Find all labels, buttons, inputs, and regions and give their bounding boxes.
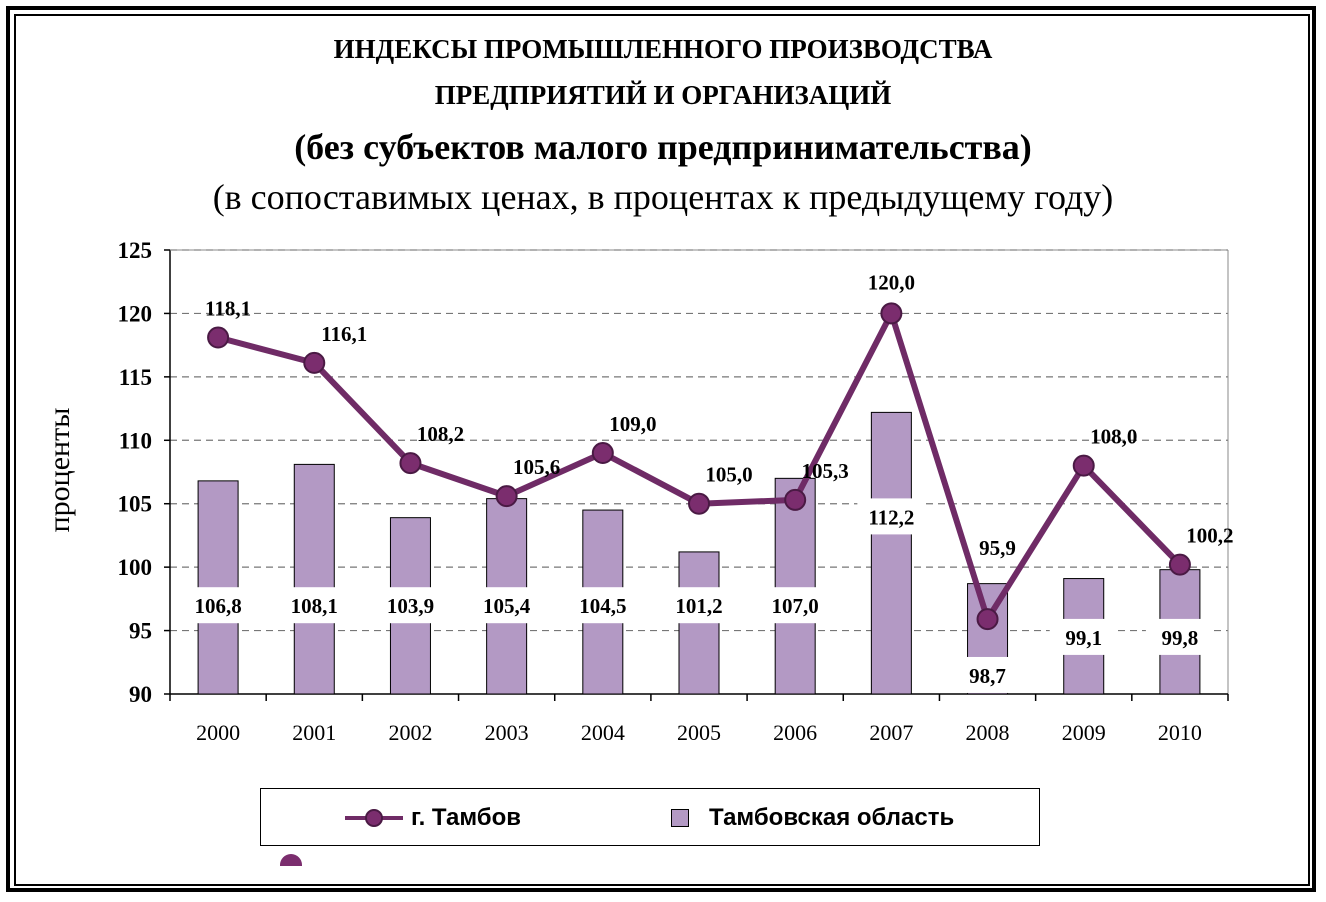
chart-subtitle: (без субъектов малого предпринимательств…	[294, 127, 1032, 167]
region-bar	[870, 411, 912, 695]
city-point-value-label: 108,2	[417, 422, 464, 446]
region-bar-value-label: 98,7	[969, 664, 1006, 688]
y-tick-label: 115	[119, 365, 152, 390]
city-point-value-label: 105,0	[705, 463, 752, 487]
bar-label-bg	[761, 587, 830, 624]
city-series-point	[207, 326, 230, 349]
bar-label-bg	[568, 587, 637, 624]
chart-title-line-1: ИНДЕКСЫ ПРОМЫШЛЕННОГО ПРОИЗВОДСТВА	[333, 34, 993, 64]
x-tick-label: 2005	[677, 720, 721, 745]
bar-label-bg	[665, 587, 733, 624]
bar-label-bg	[184, 587, 253, 624]
x-tick-label: 2007	[869, 720, 913, 745]
city-point-value-label: 108,0	[1090, 425, 1137, 449]
region-bar-value-label: 107,0	[772, 594, 819, 618]
region-bar	[293, 463, 335, 695]
city-point-value-label: 95,9	[979, 536, 1016, 560]
x-tick-label: 2008	[966, 720, 1010, 745]
bar-label-bg	[472, 587, 541, 624]
legend-dot-swatch	[365, 809, 383, 827]
x-tick-label: 2009	[1062, 720, 1106, 745]
city-series-point	[591, 441, 614, 464]
inner-frame	[14, 14, 1310, 886]
region-bar-value-label: 104,5	[579, 594, 626, 618]
y-tick-label: 120	[118, 301, 153, 326]
legend-bar-swatch-icon	[671, 809, 689, 827]
city-point-value-label: 105,3	[802, 459, 849, 483]
y-tick-label: 100	[118, 555, 153, 580]
city-series-point	[1072, 454, 1095, 477]
y-tick-label: 105	[118, 492, 153, 517]
legend-line-marker-icon	[345, 806, 403, 830]
region-bar-value-label: 108,1	[291, 594, 338, 618]
bar-label-bg	[953, 656, 1022, 693]
bar-label-bg	[1145, 618, 1214, 655]
region-bar	[774, 477, 816, 695]
stray-marker-fragment	[280, 854, 302, 866]
y-tick-label: 95	[129, 619, 152, 644]
region-bar-value-label: 106,8	[194, 594, 241, 618]
city-series-point	[399, 452, 422, 475]
city-point-value-label: 109,0	[609, 412, 656, 436]
y-tick-label: 125	[118, 238, 153, 263]
bar-label-bg	[376, 587, 445, 624]
city-series-point	[1168, 553, 1191, 576]
city-point-value-label: 100,2	[1186, 524, 1233, 548]
x-tick-label: 2010	[1158, 720, 1202, 745]
x-tick-label: 2002	[388, 720, 432, 745]
legend-item-tambov-city: г. Тамбов	[345, 789, 521, 847]
region-bar-value-label: 112,2	[868, 505, 914, 529]
region-bar-value-label: 99,8	[1162, 626, 1199, 650]
x-tick-label: 2006	[773, 720, 817, 745]
x-tick-label: 2000	[196, 720, 240, 745]
outer-frame	[6, 6, 1316, 892]
legend-label-tambov-region: Тамбовская область	[709, 804, 955, 831]
x-tick-label: 2004	[581, 720, 625, 745]
bar-label-bg	[857, 498, 926, 535]
city-point-value-label: 105,6	[513, 455, 560, 479]
region-bar-value-label: 103,9	[387, 594, 434, 618]
bar-label-bg	[1049, 618, 1118, 655]
city-series-point	[688, 492, 710, 515]
city-point-value-label: 118,1	[205, 297, 251, 321]
region-bar-value-label: 105,4	[483, 594, 531, 618]
y-tick-label: 110	[119, 428, 152, 453]
region-bar-value-label: 101,2	[675, 594, 722, 618]
chart-units-note: (в сопоставимых ценах, в процентах к пре…	[212, 177, 1114, 217]
legend-label-tambov-city: г. Тамбов	[411, 804, 522, 831]
city-series-point	[784, 488, 807, 511]
legend-item-tambov-region: Тамбовская область	[671, 789, 954, 847]
y-tick-label: 90	[129, 682, 152, 707]
x-tick-label: 2001	[292, 720, 336, 745]
chart-title-line-2: ПРЕДПРИЯТИЙ И ОРГАНИЗАЦИЙ	[434, 80, 892, 110]
city-series-point	[880, 302, 903, 325]
city-series-point	[303, 351, 326, 374]
x-tick-label: 2003	[485, 720, 529, 745]
chart-legend: г. Тамбов Тамбовская область	[260, 788, 1040, 846]
region-bar-value-label: 99,1	[1065, 626, 1102, 650]
city-point-value-label: 120,0	[868, 270, 915, 294]
city-series-point	[495, 485, 518, 508]
city-series-point	[976, 608, 999, 631]
bar-label-bg	[280, 587, 349, 624]
city-point-value-label: 116,1	[321, 322, 367, 346]
